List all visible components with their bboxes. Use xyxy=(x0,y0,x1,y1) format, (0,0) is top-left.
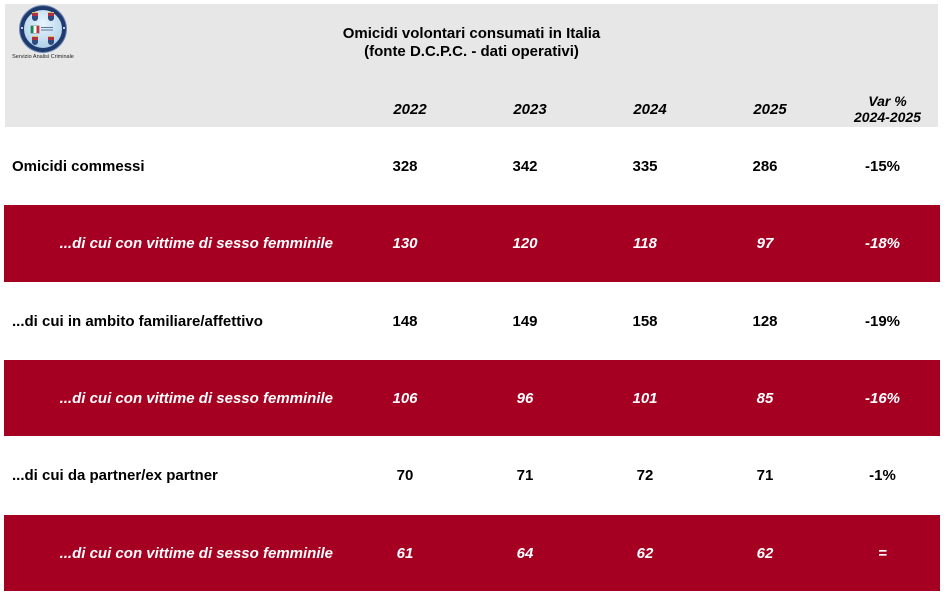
row-label: Omicidi commessi xyxy=(12,157,145,175)
col-header-2023: 2023 xyxy=(513,100,547,118)
value-2024: 335 xyxy=(632,157,658,175)
table-row-omicidi-commessi: Omicidi commessi 328 342 335 286 -15% xyxy=(4,127,940,205)
value-2023: 149 xyxy=(512,312,538,330)
table-row-partner-ex-partner: ...di cui da partner/ex partner 70 71 72… xyxy=(4,436,940,515)
crest-icon xyxy=(32,13,38,21)
logo-caption: Servizio Analisi Criminale xyxy=(12,54,74,60)
row-label: ...di cui in ambito familiare/affettivo xyxy=(12,312,263,330)
value-2025: 97 xyxy=(756,235,774,252)
value-2024: 62 xyxy=(636,544,654,562)
value-2024: 118 xyxy=(633,235,657,252)
row-label: ...di cui con vittime di sesso femminile xyxy=(59,544,333,562)
value-2023: 120 xyxy=(512,235,538,252)
value-2025: 128 xyxy=(752,312,778,330)
emblem-dot xyxy=(21,27,23,29)
italian-flag-icon xyxy=(31,26,39,33)
table-row-vittime-femminili-totale: ...di cui con vittime di sesso femminile… xyxy=(4,205,940,282)
value-2025: 62 xyxy=(756,544,774,562)
col-header-2022: 2022 xyxy=(393,100,427,118)
crest-icon xyxy=(32,37,38,45)
value-2025: 71 xyxy=(756,467,774,484)
value-var: -15% xyxy=(864,157,901,175)
value-2024: 101 xyxy=(632,389,658,407)
emblem-text-lines xyxy=(41,27,53,32)
title-line1: Omicidi volontari consumati in Italia xyxy=(342,25,601,42)
value-2023: 342 xyxy=(512,157,538,175)
value-2023: 71 xyxy=(516,467,534,484)
value-2024: 72 xyxy=(636,467,654,484)
value-2025: 286 xyxy=(752,157,778,175)
value-var: -1% xyxy=(869,467,896,484)
row-label: ...di cui da partner/ex partner xyxy=(12,467,218,484)
value-var: -18% xyxy=(864,235,901,252)
row-label: ...di cui con vittime di sesso femminile xyxy=(59,235,333,252)
value-2023: 64 xyxy=(516,544,534,562)
column-header-row: 2022 2023 2024 2025 Var % 2024-2025 xyxy=(9,90,945,128)
value-2024: 158 xyxy=(632,312,658,330)
col-header-2025: 2025 xyxy=(753,100,787,118)
value-2025: 85 xyxy=(756,389,774,407)
value-var: -19% xyxy=(864,312,901,330)
value-2022: 61 xyxy=(396,544,414,562)
police-emblem-icon xyxy=(20,6,66,52)
table-row-ambito-familiare: ...di cui in ambito familiare/affettivo … xyxy=(4,282,940,360)
row-label: ...di cui con vittime di sesso femminile xyxy=(59,389,333,407)
value-2022: 106 xyxy=(392,389,418,407)
table-title: Omicidi volontari consumati in Italia (f… xyxy=(5,25,938,61)
crest-icon xyxy=(48,37,54,45)
value-2023: 96 xyxy=(516,389,534,407)
var-header-line2: 2024-2025 xyxy=(854,109,921,125)
value-2022: 70 xyxy=(396,467,414,484)
col-header-var: Var % 2024-2025 xyxy=(830,93,945,125)
title-line2: (fonte D.C.P.C. - dati operativi) xyxy=(364,43,579,60)
crest-icon xyxy=(48,13,54,21)
value-2022: 130 xyxy=(392,235,418,252)
value-2022: 148 xyxy=(392,312,418,330)
servizio-analisi-criminale-logo: Servizio Analisi Criminale xyxy=(12,6,74,60)
value-var: = xyxy=(878,544,887,562)
emblem-dot xyxy=(63,27,65,29)
var-header-line1: Var % xyxy=(868,93,907,109)
value-var: -16% xyxy=(864,389,901,407)
value-2022: 328 xyxy=(392,157,418,175)
header-band: Servizio Analisi Criminale Omicidi volon… xyxy=(5,4,938,127)
table-row-vittime-femminili-partner: ...di cui con vittime di sesso femminile… xyxy=(4,515,940,591)
col-header-2024: 2024 xyxy=(633,100,667,118)
table-row-vittime-femminili-familiare: ...di cui con vittime di sesso femminile… xyxy=(4,360,940,436)
